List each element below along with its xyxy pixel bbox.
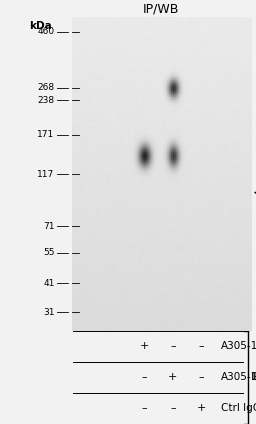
Text: –: – [199, 341, 204, 351]
Text: –: – [170, 341, 176, 351]
Text: 31: 31 [43, 308, 55, 317]
Text: kDa: kDa [29, 21, 52, 31]
Text: –: – [142, 404, 147, 413]
Text: A305-178A: A305-178A [221, 341, 256, 351]
Text: 41: 41 [43, 279, 55, 288]
Text: 460: 460 [37, 27, 55, 36]
Text: +: + [197, 404, 206, 413]
Text: –: – [142, 372, 147, 382]
Text: 117: 117 [37, 170, 55, 179]
Text: 71: 71 [43, 222, 55, 231]
Text: –: – [170, 404, 176, 413]
Text: –: – [199, 372, 204, 382]
Text: IP: IP [251, 372, 256, 382]
Text: IP/WB: IP/WB [143, 2, 179, 15]
Text: 238: 238 [37, 96, 55, 105]
Text: +: + [168, 372, 178, 382]
Text: 171: 171 [37, 130, 55, 139]
Text: 55: 55 [43, 248, 55, 257]
Text: Ctrl IgG: Ctrl IgG [221, 404, 256, 413]
Text: +: + [140, 341, 149, 351]
Text: A305-179A: A305-179A [221, 372, 256, 382]
Text: 268: 268 [37, 84, 55, 92]
